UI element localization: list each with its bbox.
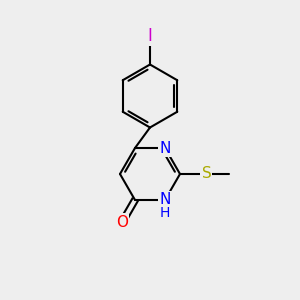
Text: S: S xyxy=(202,167,211,182)
Text: N: N xyxy=(159,140,171,155)
Text: I: I xyxy=(148,27,152,45)
Text: N: N xyxy=(159,193,171,208)
Text: O: O xyxy=(116,214,128,230)
Text: H: H xyxy=(160,206,170,220)
